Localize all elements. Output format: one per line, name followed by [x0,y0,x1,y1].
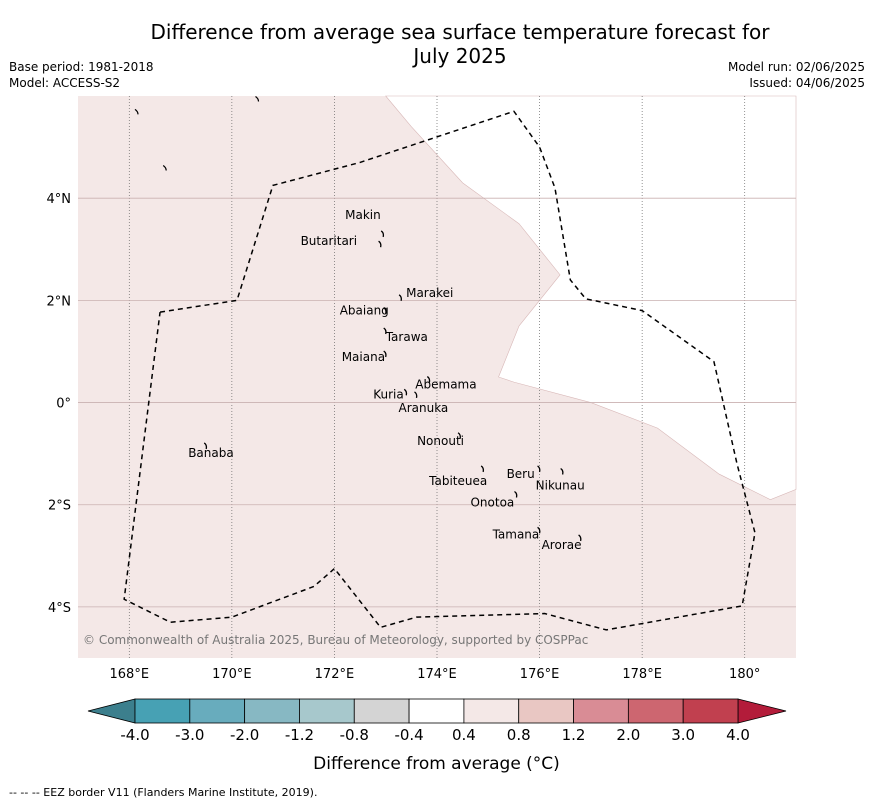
island-coastline [414,391,418,399]
island-coastline [537,465,541,473]
island-coastline [203,442,208,450]
x-tick-label: 176°E [520,667,560,682]
colorbar-title: Difference from average (°C) [313,754,560,774]
island-label-kuria: Kuria [373,387,404,401]
colorbar-tick-label: 2.0 [616,726,640,744]
island-coastline [480,465,485,473]
colorbar-bin [299,698,355,724]
island-label-tarawa: Tarawa [385,330,428,344]
island-label-tabiteuea: Tabiteuea [428,474,487,488]
eez-boundary [123,110,756,631]
colorbar-under-arrow [87,698,136,724]
island-label-aranuka: Aranuka [398,401,448,415]
colorbar-tick-label: 0.8 [507,726,531,744]
y-tick-label: 0° [56,397,71,412]
colorbar-bin [573,698,629,724]
colorbar-bin [134,698,191,724]
colorbar-bin [244,698,300,724]
title-line-2: July 2025 [413,44,507,68]
colorbar-tick-label: 1.2 [562,726,586,744]
model-run: Model run: 02/06/2025 [727,60,865,74]
island-label-nonouti: Nonouti [417,434,464,448]
base-period: Base period: 1981-2018 [9,60,154,74]
island-label-maiana: Maiana [342,350,385,364]
island-coastline [578,534,582,542]
island-coastline [398,294,402,301]
island-coastline [426,376,431,383]
x-tick-label: 168°E [110,667,150,682]
island-coastline [457,432,461,439]
island-coastline [383,327,387,335]
colorbar-bin [189,698,246,724]
island-coastline [560,467,564,475]
meta-right: Model run: 02/06/2025 Issued: 04/06/2025 [728,59,865,91]
island-label-butaritari: Butaritari [301,234,358,248]
x-tick-label: 180° [729,667,760,682]
colorbar-tick-label: -3.0 [175,726,204,744]
x-tick-label: 172°E [315,667,355,682]
colorbar-tick-label: 4.0 [726,726,750,744]
colorbar-tick-label: -0.4 [394,726,423,744]
island-coastline [403,388,408,396]
island-coastline [514,490,518,498]
map-area: Makin Butaritari Marakei Abaiang TarawaMaian… [47,95,797,682]
eez-footnote: -- -- -- EEZ border V11 (Flanders Marine… [9,786,318,799]
reef-fragment [162,165,167,171]
colorbar-over-arrow [737,698,787,724]
island-label-tamana: Tamana [492,527,540,541]
colorbar-tick-label: -1.2 [285,726,314,744]
island-label-beru: Beru [507,467,535,481]
x-tick-label: 170°E [212,667,252,682]
issued-date: Issued: 04/06/2025 [749,76,865,90]
near-average-region [385,95,797,500]
colorbar-bin [353,698,410,724]
copyright-text: © Commonwealth of Australia 2025, Bureau… [83,633,588,647]
map-title: Difference from average sea surface temp… [90,20,830,68]
y-tick-label: 4°N [47,192,72,207]
island-coastline [380,230,385,238]
colorbar-tick-label: -0.8 [340,726,369,744]
colorbar-tick-label: 0.4 [452,726,476,744]
model-name: Model: ACCESS-S2 [9,76,121,90]
island-coastline [378,240,382,248]
reef-fragment [134,108,139,115]
y-tick-label: 2°N [47,294,72,309]
x-tick-label: 178°E [622,667,662,682]
reef-fragment [255,96,260,102]
title-line-1: Difference from average sea surface temp… [150,20,770,44]
island-label-abemama: Abemama [415,378,476,392]
colorbar-bin [408,698,465,724]
island-coastline [383,307,387,314]
y-tick-label: 2°S [48,499,71,514]
island-label-makin: Makin [345,208,381,222]
colorbar-tick-label: -2.0 [230,726,259,744]
colorbar-bin [518,698,574,724]
colorbar-tick-label: 3.0 [671,726,695,744]
y-tick-label: 4°S [48,601,71,616]
island-coastline [383,350,387,358]
colorbar-tick-label: -4.0 [120,726,149,744]
colorbar-bin [627,698,684,724]
island-label-onotoa: Onotoa [470,496,514,510]
colorbar-bin [463,698,520,724]
island-label-arorae: Arorae [542,538,582,552]
island-label-marakei: Marakei [406,286,453,300]
meta-left: Base period: 1981-2018 Model: ACCESS-S2 [9,59,154,91]
x-tick-label: 174°E [417,667,457,682]
island-coastline [537,526,541,534]
island-label-abaiang: Abaiang [340,304,389,318]
island-label-nikunau: Nikunau [536,479,585,493]
colorbar: -4.0 -3.0 -2.0 -1.2 -0.8 -0.4 0.4 0.8 1.2 2.0 3.0 4… [87,698,787,774]
island-label-banaba: Banaba [188,446,234,460]
colorbar-bin [682,698,739,724]
